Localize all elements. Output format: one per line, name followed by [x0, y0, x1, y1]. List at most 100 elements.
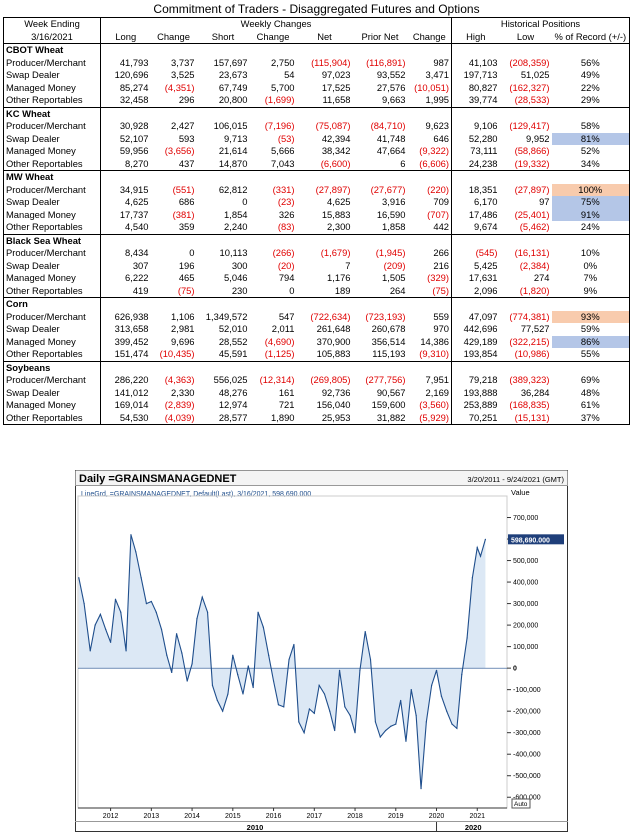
data-point [155, 611, 157, 613]
table-cell: 1,176 [327, 272, 351, 283]
table-cell: (266) [272, 247, 295, 258]
table-cell: (1,125) [264, 348, 295, 359]
table-cell: 34,915 [119, 183, 149, 195]
section-header-cell [451, 233, 500, 247]
table-cell: 326 [278, 208, 295, 220]
table-cell: 97 [539, 196, 550, 207]
table-cell: 0 [189, 247, 195, 258]
data-point [435, 669, 438, 671]
section-header-cell [407, 170, 452, 184]
section-name: Corn [3, 297, 101, 311]
x-tick-label: 2020 [429, 813, 445, 820]
table-cell: (389,323) [509, 374, 550, 385]
table-cell: (277,756) [365, 374, 406, 385]
section-header-cell [499, 297, 552, 311]
table-cell: (5,929) [407, 411, 452, 425]
section-header-cell [352, 43, 408, 57]
table-cell: 39,774 [451, 94, 500, 107]
table-cell: (2,839) [164, 399, 195, 410]
section-header-cell [499, 170, 552, 184]
table-cell: (4,039) [150, 411, 197, 425]
data-point [242, 693, 244, 695]
section-header-cell [352, 106, 408, 120]
col-net: Net [296, 30, 353, 44]
section-header: KC Wheat [3, 106, 631, 120]
section-header-cell [407, 233, 452, 247]
data-point [94, 624, 96, 626]
table-cell: (75) [432, 284, 450, 296]
table-cell: 370,900 [316, 335, 351, 347]
table-row: Swap Dealer 52,107 593 9,713 (53) 42,394 41,74… [3, 132, 631, 145]
row-label: Producer/Merchant [3, 247, 101, 260]
table-cell: 307 [132, 259, 149, 271]
data-point [456, 727, 458, 729]
table-cell: (27,897) [315, 183, 351, 195]
data-point [227, 693, 229, 695]
table-cell: (162,327) [509, 81, 550, 93]
table-cell: (707) [427, 208, 450, 220]
row-label: Swap Dealer [3, 69, 101, 82]
chart-title: Daily =GRAINSMANAGEDNET [79, 473, 237, 485]
table-cell: 253,889 [451, 399, 500, 412]
x-tick-label: 2019 [388, 813, 404, 820]
y-tick-label: 200,000 [513, 623, 538, 630]
current-value-tag [508, 534, 564, 545]
table-cell: 16,590 [376, 208, 406, 220]
table-row: Managed Money 59,956 (3,656) 21,614 5,666 38,… [3, 145, 631, 158]
data-point [109, 641, 112, 643]
section-header-cell [296, 43, 353, 57]
x-tick-label: 2014 [184, 813, 200, 820]
table-cell: 51,025 [520, 69, 550, 80]
table-cell: (2,384) [519, 259, 550, 271]
table-cell: 10,113 [219, 247, 248, 258]
data-point [191, 663, 193, 665]
data-point [105, 628, 107, 631]
data-point [476, 547, 478, 549]
table-cell: 4,625 [327, 196, 351, 207]
table-cell: (6,600) [320, 157, 351, 169]
data-point [89, 650, 91, 652]
section-header-cell [100, 170, 151, 184]
table-cell: (7,196) [264, 120, 295, 131]
data-point [268, 654, 270, 656]
table-cell: 987 [433, 56, 450, 68]
table-cell: 260,678 [371, 323, 406, 334]
table-cell: (5,462) [519, 221, 550, 232]
table-cell: (84,710) [370, 120, 406, 131]
y-tick-label: -500,000 [513, 773, 541, 780]
table-cell: 61% [551, 399, 631, 412]
x-tick-label: 2018 [347, 813, 363, 820]
section-header-cell [100, 360, 151, 374]
data-point [232, 654, 234, 656]
row-label: Managed Money [3, 145, 101, 158]
table-cell: 2,981 [171, 323, 195, 334]
data-point [216, 699, 218, 702]
table-cell: 14,386 [420, 335, 450, 347]
section-header-cell [249, 233, 297, 247]
table-cell: (15,131) [499, 411, 552, 425]
data-point [130, 534, 132, 536]
table-cell: 3,525 [171, 69, 195, 80]
section-header-cell [150, 297, 197, 311]
table-cell: 75% [551, 196, 631, 209]
week-ending-label: Week Ending [3, 17, 101, 31]
section-header-cell [196, 43, 250, 57]
section-header: CBOT Wheat [3, 43, 631, 57]
table-cell: 2,300 [327, 221, 351, 232]
table-cell: (9,310) [419, 348, 450, 359]
table-cell: (3,560) [419, 399, 450, 410]
data-point [349, 714, 351, 717]
managed-net-chart: Daily =GRAINSMANAGEDNET 3/20/2011 - 9/24/… [75, 470, 568, 832]
table-cell: (4,363) [164, 374, 195, 385]
table-cell: 266 [433, 247, 450, 258]
x-tick-label: 2013 [144, 813, 160, 820]
section-name: Soybeans [3, 360, 101, 374]
y-tick-label: -100,000 [513, 687, 541, 694]
row-label: Managed Money [3, 208, 101, 221]
auto-label: Auto [514, 801, 528, 808]
table-cell: 15,883 [321, 208, 351, 220]
table-cell: 9,952 [526, 132, 550, 144]
table-cell: 105,883 [316, 348, 351, 359]
table-cell: 970 [433, 323, 450, 334]
data-point [451, 723, 453, 725]
